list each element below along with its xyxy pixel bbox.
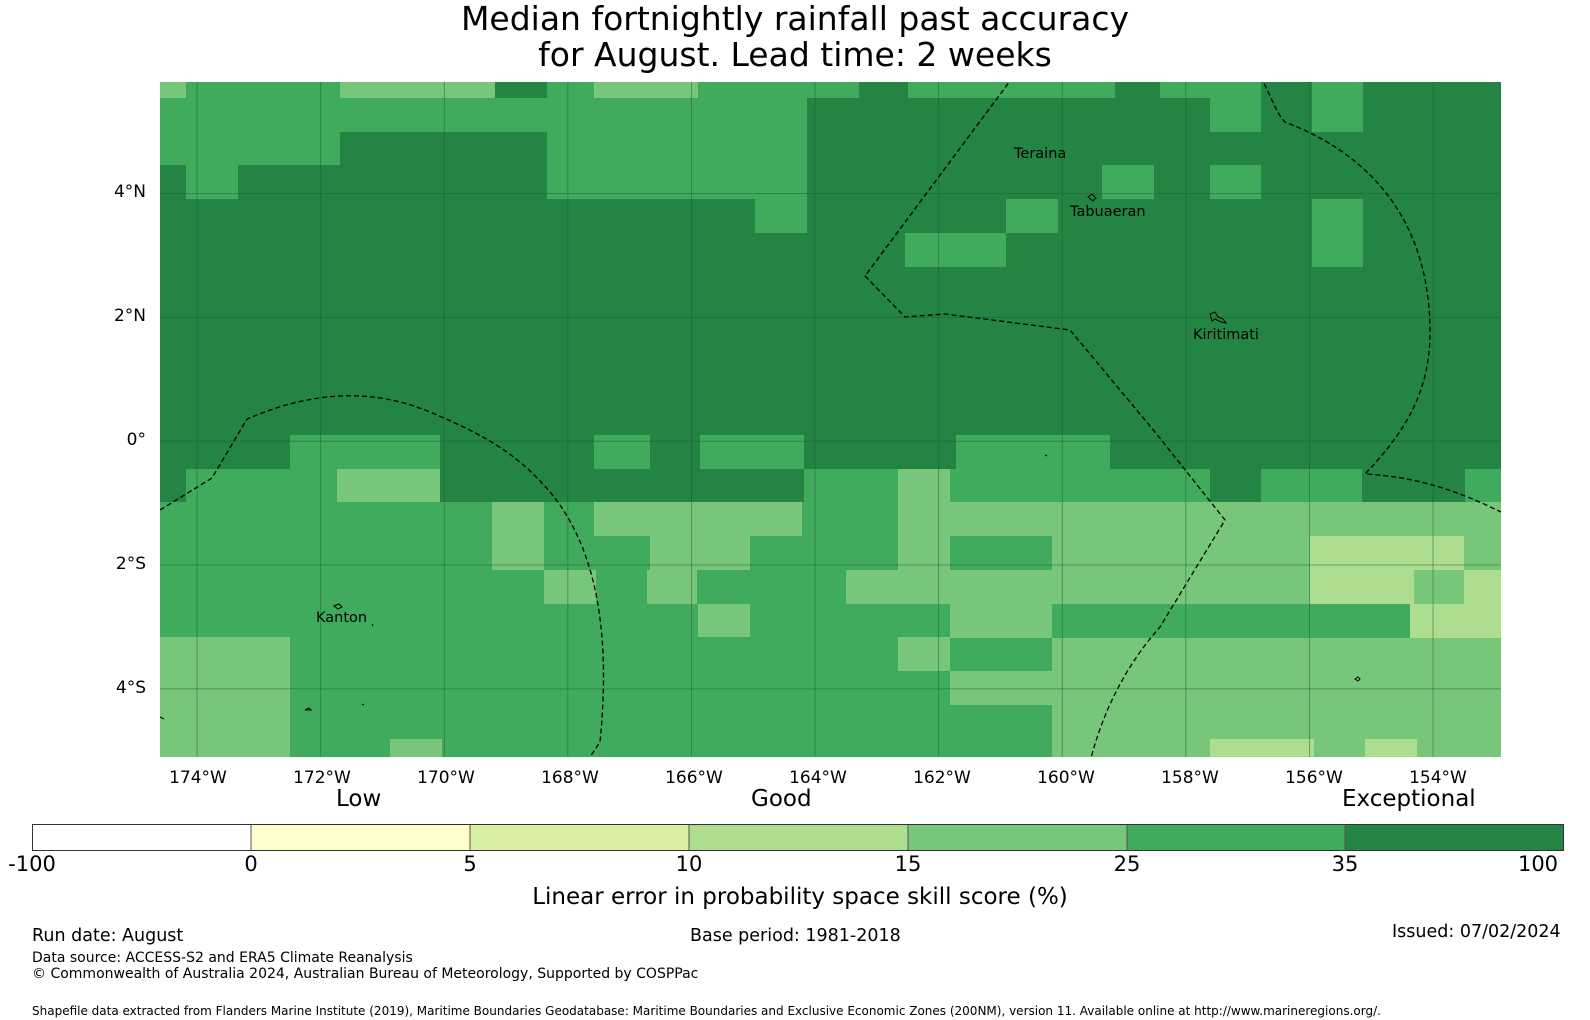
eez-boundaries	[160, 82, 1501, 757]
x-tick-label: 164°W	[789, 768, 847, 788]
y-tick-label: 2°N	[113, 306, 146, 326]
map-title-line1: Median fortnightly rainfall past accurac…	[460, 0, 1130, 38]
colorbar-segment	[32, 824, 251, 851]
base-period: Base period: 1981-2018	[690, 926, 901, 946]
colorbar-segment	[689, 824, 908, 851]
colorbar-segment	[1127, 824, 1345, 851]
x-tick-label: 156°W	[1285, 768, 1343, 788]
tabuaeran-island-shape	[1087, 193, 1097, 202]
x-tick-label: 158°W	[1161, 768, 1219, 788]
x-tick-label: 162°W	[913, 768, 971, 788]
kiritimati-island-shape	[1209, 311, 1228, 324]
x-tick-label: 170°W	[417, 768, 475, 788]
colorbar-category-low: Low	[336, 786, 382, 812]
copyright: © Commonwealth of Australia 2024, Austra…	[32, 966, 699, 982]
colorbar-tick-label: 0	[244, 852, 258, 876]
skill-map-canvas	[160, 82, 1501, 757]
x-tick-label: 160°W	[1037, 768, 1095, 788]
shapefile-credit: Shapefile data extracted from Flanders M…	[32, 1004, 1381, 1018]
colorbar-tick-label: 25	[1113, 852, 1141, 876]
y-tick-label: 2°S	[115, 554, 146, 574]
x-tick-label: 154°W	[1409, 768, 1467, 788]
place-label-kanton: Kanton	[316, 610, 368, 626]
map-gridlines	[160, 82, 1501, 757]
colorbar-category-exceptional: Exceptional	[1342, 786, 1476, 812]
place-label-tabuaeran: Tabuaeran	[1070, 204, 1146, 220]
issued-date: Issued: 07/02/2024	[1392, 922, 1561, 942]
data-source: Data source: ACCESS-S2 and ERA5 Climate …	[32, 950, 413, 966]
skill-map: Teraina Tabuaeran Kiritimati Kanton	[160, 82, 1501, 757]
colorbar-tick-label: 100	[1517, 852, 1559, 876]
colorbar-title: Linear error in probability space skill …	[532, 884, 1068, 910]
colorbar-segment	[251, 824, 470, 851]
place-label-teraina: Teraina	[1014, 146, 1067, 162]
colorbar-tick-label: 15	[894, 852, 922, 876]
colorbar-tick-label: 10	[675, 852, 703, 876]
colorbar-segment	[470, 824, 689, 851]
colorbar-tick-label: 5	[463, 852, 477, 876]
x-tick-label: 166°W	[665, 768, 723, 788]
x-tick-label: 168°W	[541, 768, 599, 788]
x-tick-label: 174°W	[169, 768, 227, 788]
run-date: Run date: August	[32, 926, 184, 946]
kanton-island-shape	[332, 603, 343, 610]
south-patches	[160, 435, 1501, 757]
y-tick-label: 4°S	[115, 678, 146, 698]
colorbar-category-good: Good	[751, 786, 812, 812]
colorbar-tick-label: -100	[8, 852, 56, 876]
x-tick-label: 172°W	[293, 768, 351, 788]
colorbar-segment	[1345, 824, 1564, 851]
map-title-line2: for August. Lead time: 2 weeks	[538, 35, 1052, 74]
y-tick-label: 4°N	[113, 182, 146, 202]
place-label-kiritimati: Kiritimati	[1193, 327, 1259, 343]
colorbar-tick-label: 35	[1331, 852, 1359, 876]
islands	[160, 193, 1361, 720]
colorbar-segment	[908, 824, 1127, 851]
colorbar	[32, 824, 1564, 851]
y-tick-label: 0°	[126, 430, 146, 450]
